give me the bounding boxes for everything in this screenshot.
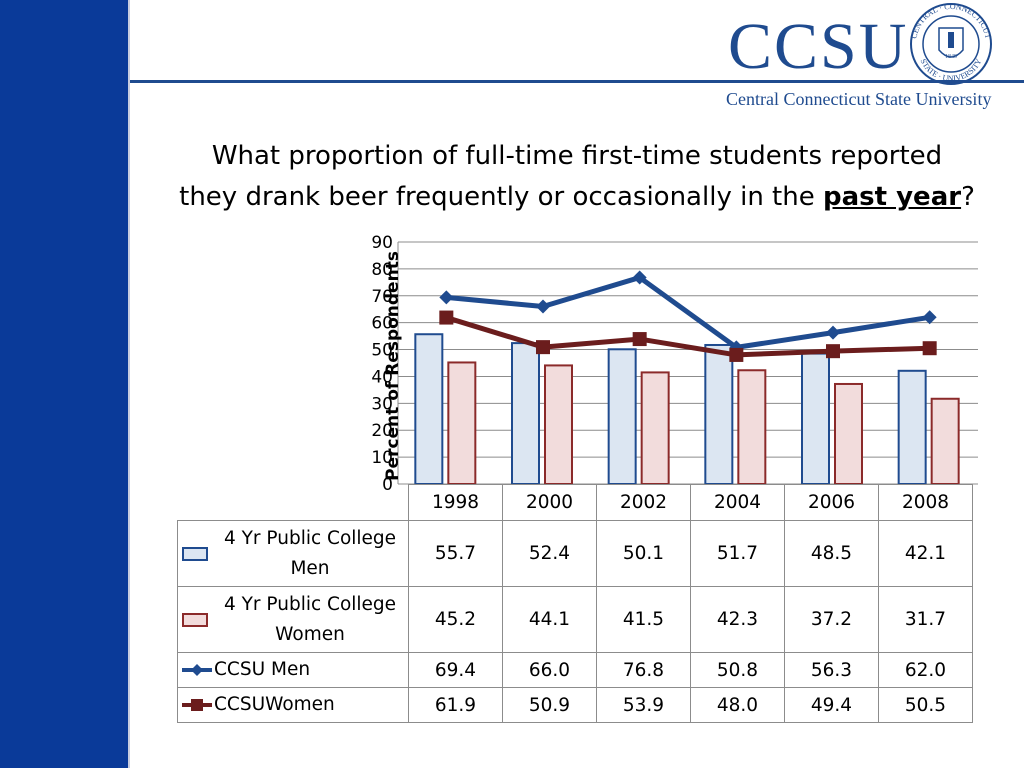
- bar: [511, 342, 540, 486]
- data-label: 66.0: [502, 652, 597, 688]
- tick-label-x: 2008: [878, 484, 973, 521]
- data-point: [922, 341, 937, 356]
- bar: [544, 364, 573, 486]
- data-label: 51.7: [690, 520, 785, 587]
- tick-label-y: 30: [371, 394, 393, 414]
- bar: [640, 371, 670, 485]
- data-label: 48.5: [784, 520, 879, 587]
- data-label: 49.4: [784, 687, 879, 723]
- data-label: 42.1: [878, 520, 973, 587]
- sidebar-edge: [128, 0, 130, 768]
- legend-entry: 4 Yr Public College Women: [177, 586, 409, 653]
- table-corner: [177, 484, 409, 521]
- slide-title: What proportion of full-time first-time …: [130, 136, 1024, 218]
- series-line: [446, 274, 931, 350]
- legend-entry: 4 Yr Public College Men: [177, 520, 409, 587]
- data-label: 50.1: [596, 520, 691, 587]
- legend-swatch-bar-men: [182, 546, 208, 561]
- data-label: 62.0: [878, 652, 973, 688]
- data-label: 69.4: [408, 652, 503, 688]
- bar: [897, 369, 927, 486]
- legend-marker-diamond-icon: [182, 664, 212, 676]
- tick-label-x: 2004: [690, 484, 785, 521]
- legend-label: CCSU Men: [214, 659, 311, 680]
- data-point: [632, 332, 647, 347]
- data-point: [729, 347, 744, 362]
- data-label: 45.2: [408, 586, 503, 653]
- header-rule: [130, 80, 1024, 83]
- data-label: 76.8: [596, 652, 691, 688]
- y-axis-label: Percent of Respondents: [383, 251, 403, 481]
- tick-label-y: 40: [371, 367, 393, 387]
- title-line-2-text: they drank beer frequently or occasional…: [179, 182, 823, 212]
- title-suffix: ?: [961, 182, 975, 212]
- title-emphasis: past year: [823, 182, 962, 212]
- legend-entry: CCSU Men: [177, 652, 409, 688]
- data-label: 55.7: [408, 520, 503, 587]
- data-point: [922, 310, 937, 325]
- data-label: 53.9: [596, 687, 691, 723]
- data-label: 56.3: [784, 652, 879, 688]
- data-label: 50.5: [878, 687, 973, 723]
- title-line-2: they drank beer frequently or occasional…: [130, 177, 1024, 218]
- data-label: 50.8: [690, 652, 785, 688]
- tick-label-x: 1998: [408, 484, 503, 521]
- seal-year: 1849: [945, 54, 957, 60]
- data-point: [439, 310, 454, 325]
- title-line-1: What proportion of full-time first-time …: [211, 141, 943, 171]
- bar: [414, 333, 444, 485]
- bar: [737, 369, 767, 486]
- data-label: 42.3: [690, 586, 785, 653]
- tick-label-y: 60: [371, 314, 393, 334]
- legend-label: CCSUWomen: [214, 694, 335, 715]
- bar: [704, 343, 734, 485]
- bar: [801, 352, 830, 486]
- bar: [447, 361, 477, 485]
- tick-label-y: 10: [371, 448, 393, 468]
- legend-label: 4 Yr Public College Women: [223, 593, 397, 645]
- university-seal-icon: CENTRAL · CONNECTICUT STATE · UNIVERSITY…: [909, 2, 993, 85]
- data-point: [826, 325, 840, 340]
- ccsu-logo-wordmark: CCSU: [728, 10, 909, 83]
- data-label: 52.4: [502, 520, 597, 587]
- chart-data-table: 1998 2000 2002 2004 2006 2008 4 Yr Publi…: [177, 484, 973, 723]
- data-label: 61.9: [408, 687, 503, 723]
- university-name: Central Connecticut State University: [726, 89, 992, 109]
- sidebar-band: [0, 0, 128, 768]
- legend-swatch-bar-women: [182, 612, 208, 627]
- data-point: [632, 270, 647, 285]
- data-point: [536, 340, 550, 355]
- data-point: [439, 290, 454, 305]
- tick-label-x: 2006: [784, 484, 879, 521]
- table-row: CCSU Men 69.4 66.0 76.8 50.8 56.3 62.0: [177, 652, 973, 688]
- data-label: 44.1: [502, 586, 597, 653]
- series-line: [445, 315, 930, 358]
- data-point: [536, 299, 550, 314]
- data-label: 31.7: [878, 586, 973, 653]
- tick-label-y: 50: [371, 341, 393, 361]
- legend-marker-square-icon: [182, 699, 212, 711]
- table-header-row: 1998 2000 2002 2004 2006 2008: [177, 484, 973, 521]
- tick-label-y: 20: [371, 421, 393, 441]
- legend-label: 4 Yr Public College Men: [223, 527, 397, 579]
- bar: [930, 397, 960, 485]
- table-row: 4 Yr Public College Men 55.7 52.4 50.1 5…: [177, 520, 973, 587]
- legend-entry: CCSUWomen: [177, 687, 409, 723]
- tick-label-y: 80: [371, 260, 393, 280]
- data-label: 37.2: [784, 586, 879, 653]
- tick-label-y: 70: [371, 287, 393, 307]
- data-point: [826, 344, 840, 359]
- tick-label-x: 2000: [502, 484, 597, 521]
- table-row: 4 Yr Public College Women 45.2 44.1 41.5…: [177, 586, 973, 653]
- tick-label-x: 2002: [596, 484, 691, 521]
- tick-label-y: 90: [371, 233, 393, 253]
- table-row: CCSUWomen 61.9 50.9 53.9 48.0 49.4 50.5: [177, 687, 973, 723]
- bar: [834, 382, 863, 485]
- data-label: 50.9: [502, 687, 597, 723]
- data-label: 41.5: [596, 586, 691, 653]
- data-label: 48.0: [690, 687, 785, 723]
- bar: [607, 348, 637, 485]
